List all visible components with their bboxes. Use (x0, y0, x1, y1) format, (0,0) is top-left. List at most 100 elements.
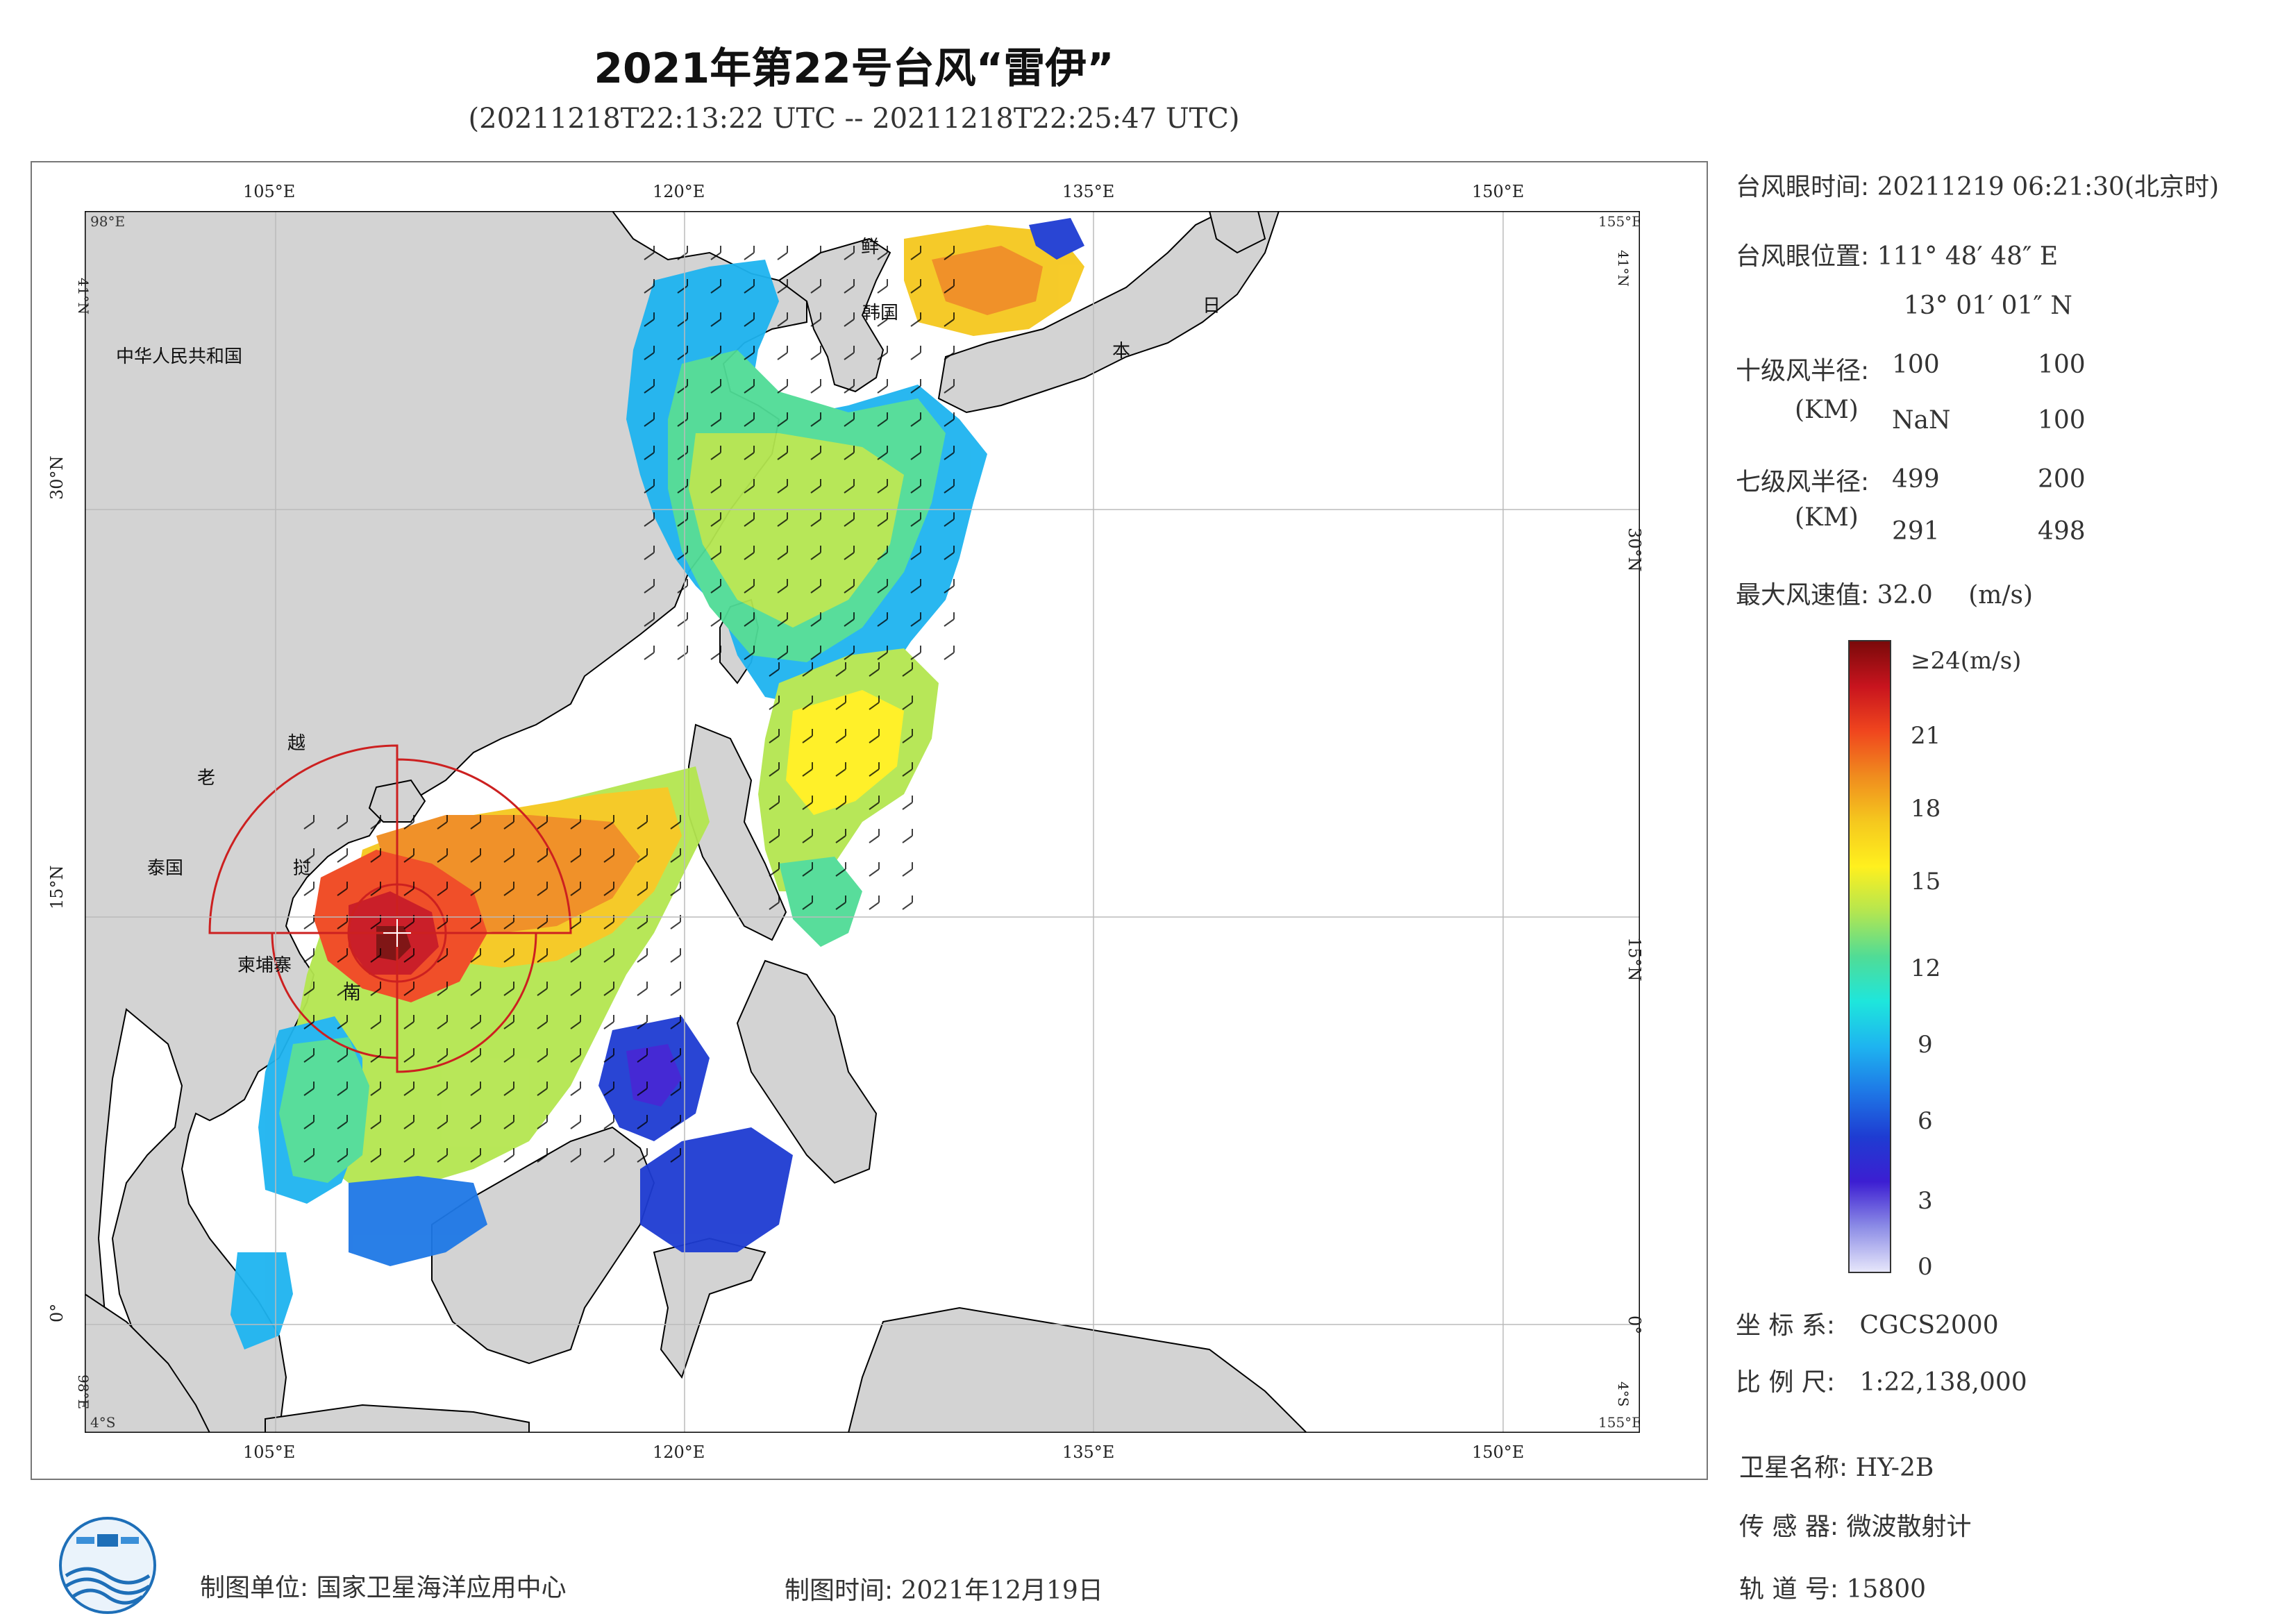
wind-barb (570, 982, 581, 996)
wind-barb (710, 279, 721, 294)
scale-row: 比 例 尺: 1:22,138,000 (1736, 1362, 2027, 1398)
wind-barb (503, 1148, 514, 1163)
wind-field-map[interactable]: 中华人民共和国 老 越 泰国 挝 柬埔寨 南 鲜 韩国 日 本 98°E 155… (85, 211, 1640, 1433)
footer-time-label: 制图时间: (785, 1576, 894, 1605)
wind-barb (910, 479, 921, 494)
label-vietnam-south: 南 (343, 983, 361, 1004)
wind-barb (644, 346, 655, 360)
typhoon-center-marker (383, 919, 411, 947)
satellite-ocean-logo-icon (59, 1517, 156, 1614)
wind-barb (944, 379, 955, 394)
wind-barb (470, 948, 481, 963)
wind-barb (537, 915, 548, 930)
wind-barb (337, 815, 348, 830)
wind-barb (810, 346, 821, 360)
wind-barb (944, 446, 955, 460)
label-korea-south: 韩国 (862, 303, 898, 323)
lat-label-right-30: 30°N (1625, 528, 1644, 572)
wind-barb (637, 1015, 648, 1029)
max-wind-row: 最大风速值: 32.0 (m/s) (1736, 575, 2033, 611)
footer-unit-value: 国家卫星海洋应用中心 (316, 1574, 567, 1602)
wind-barb (744, 379, 755, 394)
max-wind-label: 最大风速值: (1736, 581, 1870, 609)
wind-barb (337, 1148, 348, 1163)
wind-barb (777, 346, 788, 360)
wind-barb (710, 579, 721, 594)
wind-barb (810, 546, 821, 560)
wind-barb (902, 762, 913, 777)
wind-barb (777, 279, 788, 294)
wind-barb (570, 1082, 581, 1096)
wind-barb (769, 696, 780, 710)
wind-barb (777, 379, 788, 394)
wind-barb (537, 1015, 548, 1029)
wind-barb (844, 412, 855, 427)
wind-barb (710, 512, 721, 527)
wind-barb (944, 479, 955, 494)
colorbar-tick-3: 3 (1918, 1187, 1933, 1215)
wind-barb (944, 579, 955, 594)
wind-barb (370, 948, 381, 963)
wind-barb (777, 612, 788, 627)
wind-barb (370, 1015, 381, 1029)
wind-barb (844, 612, 855, 627)
wind-barb (744, 579, 755, 594)
wind-barb (603, 915, 614, 930)
wind-barb (370, 1082, 381, 1096)
typhoon-wind-radii (208, 744, 572, 1073)
wind-barb (503, 1015, 514, 1029)
wind-barb (710, 412, 721, 427)
wind-barb (844, 346, 855, 360)
corner-top-left-lon: 98°E (90, 213, 125, 230)
wind-barb (802, 862, 813, 877)
wind-barb (570, 1148, 581, 1163)
wind-barb (403, 915, 414, 930)
land-japan (937, 211, 1280, 414)
eye-pos-row: 台风眼位置: 111° 48′ 48″ E (1736, 236, 2058, 272)
wind-barb (769, 729, 780, 743)
wind-barb (677, 512, 688, 527)
wind-barb (944, 246, 955, 260)
label-laos-2: 挝 (293, 858, 311, 879)
wind-barb (437, 1115, 448, 1129)
colorbar-tick-18: 18 (1911, 795, 1941, 823)
sensor-row: 传 感 器: 微波散射计 (1739, 1506, 1972, 1542)
wind-barb (537, 848, 548, 863)
wind-barb (744, 646, 755, 660)
wind-barb (603, 1048, 614, 1063)
lat-label-left-0: 0° (47, 1303, 67, 1322)
r7-value-ne: 499 (1892, 465, 1940, 494)
wind-barb (810, 412, 821, 427)
wind-barb (677, 412, 688, 427)
wind-barb (670, 1048, 681, 1063)
lon-label-bottom-150: 150°E (1472, 1443, 1525, 1462)
corner-bottom-left-lat: 4°S (90, 1414, 115, 1431)
wind-barb (303, 815, 315, 830)
wind-barb (744, 546, 755, 560)
r7-label: 七级风半径: (1736, 468, 1870, 496)
wind-barb (637, 1082, 648, 1096)
wind-barb (337, 1015, 348, 1029)
wind-barb (769, 662, 780, 677)
lon-label-bottom-120: 120°E (653, 1443, 705, 1462)
wind-barb (777, 646, 788, 660)
wind-barb (744, 246, 755, 260)
wind-barb (844, 312, 855, 327)
wind-barb (810, 512, 821, 527)
wind-barb (677, 646, 688, 660)
wind-barb (403, 1082, 414, 1096)
wind-barb (337, 948, 348, 963)
wind-barb (303, 1148, 315, 1163)
wind-barb (470, 1015, 481, 1029)
wind-barb (637, 1115, 648, 1129)
wind-barb (403, 1048, 414, 1063)
wind-barb (677, 479, 688, 494)
wind-barb (877, 612, 888, 627)
wind-barb (835, 729, 846, 743)
wind-barb (844, 479, 855, 494)
wind-barb (503, 982, 514, 996)
wind-barb (370, 982, 381, 996)
wind-barbs (303, 246, 955, 1163)
wind-barb (503, 1048, 514, 1063)
wind-barb (910, 279, 921, 294)
